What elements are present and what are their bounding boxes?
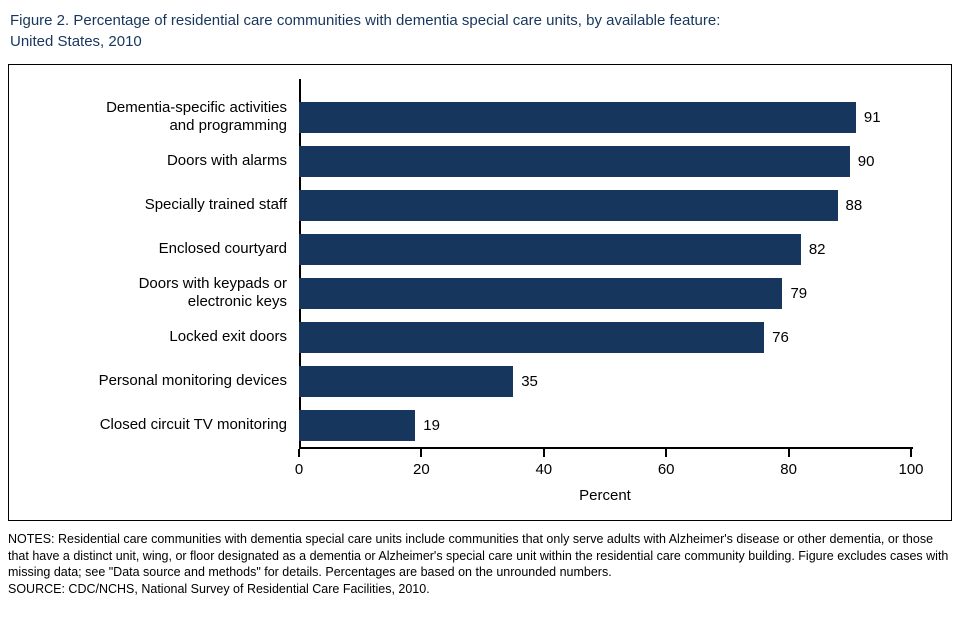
bar-track: 88 [299,183,911,227]
tick-label: 20 [413,461,430,478]
x-axis-tick-labels: 0 20 40 60 80 100 [295,461,924,480]
tick-mark [787,449,790,457]
value-label: 91 [863,108,881,126]
bar-track: 91 [299,95,911,139]
tick-mark [420,449,423,457]
bar-track: 79 [299,271,911,315]
bar-chart-plot-area: Dementia-specific activities and program… [19,79,941,447]
category-label: Doors with alarms [166,152,287,169]
tick-label: 80 [780,461,797,478]
bar-row: Closed circuit TV monitoring 19 [19,403,941,447]
value-label: 19 [423,416,440,434]
value-label: 35 [521,372,538,390]
value-label: 88 [845,196,863,214]
bar-row: Personal monitoring devices 35 [19,359,941,403]
x-axis-title: Percent [579,487,631,504]
bar-row: Enclosed courtyard 82 [19,227,941,271]
notes-text: NOTES: Residential care communities with… [8,532,949,579]
category-label: Dementia-specific activities and program… [106,99,287,134]
category-label: Enclosed courtyard [158,240,287,257]
bar-row: Locked exit doors 76 [19,315,941,359]
bar-row: Doors with keypads or electronic keys 79 [19,271,941,315]
tick-mark [298,449,300,457]
bar-track: 82 [299,227,911,271]
bar [299,409,416,441]
value-label: 82 [808,240,826,258]
category-label: Doors with keypads or electronic keys [138,275,287,310]
bar-row: Dementia-specific activities and program… [19,95,941,139]
tick-label: 60 [657,461,675,478]
bar-track: 19 [299,403,911,447]
bar [299,365,514,397]
x-axis-tick-marks [298,449,912,458]
bar-row: Specially trained staff 88 [19,183,941,227]
category-label: Specially trained staff [144,196,287,213]
category-label: Closed circuit TV monitoring [99,416,287,433]
bar [299,321,765,353]
tick-mark [910,449,912,457]
bar-row: Doors with alarms 90 [19,139,941,183]
bar [299,101,856,133]
bar-track: 76 [299,315,911,359]
tick-mark [542,449,545,457]
tick-label: 40 [535,461,553,478]
tick-mark [665,449,668,457]
bar-track: 90 [299,139,911,183]
value-label: 79 [790,284,808,302]
tick-label: 0 [294,461,304,478]
category-label: Personal monitoring devices [98,372,287,389]
chart-frame: Dementia-specific activities and program… [8,64,952,521]
bar [299,233,801,265]
bar [299,145,850,177]
bar-rows: Dementia-specific activities and program… [19,95,941,447]
value-label: 76 [772,328,789,346]
bar [299,189,838,221]
source-text: SOURCE: CDC/NCHS, National Survey of Res… [8,581,430,596]
figure-title: Figure 2. Percentage of residential care… [10,12,721,50]
bar [299,277,783,309]
category-label: Locked exit doors [169,328,287,345]
x-axis-line [299,447,913,449]
bar-track: 35 [299,359,911,403]
tick-label: 100 [898,461,924,478]
value-label: 90 [857,152,875,170]
